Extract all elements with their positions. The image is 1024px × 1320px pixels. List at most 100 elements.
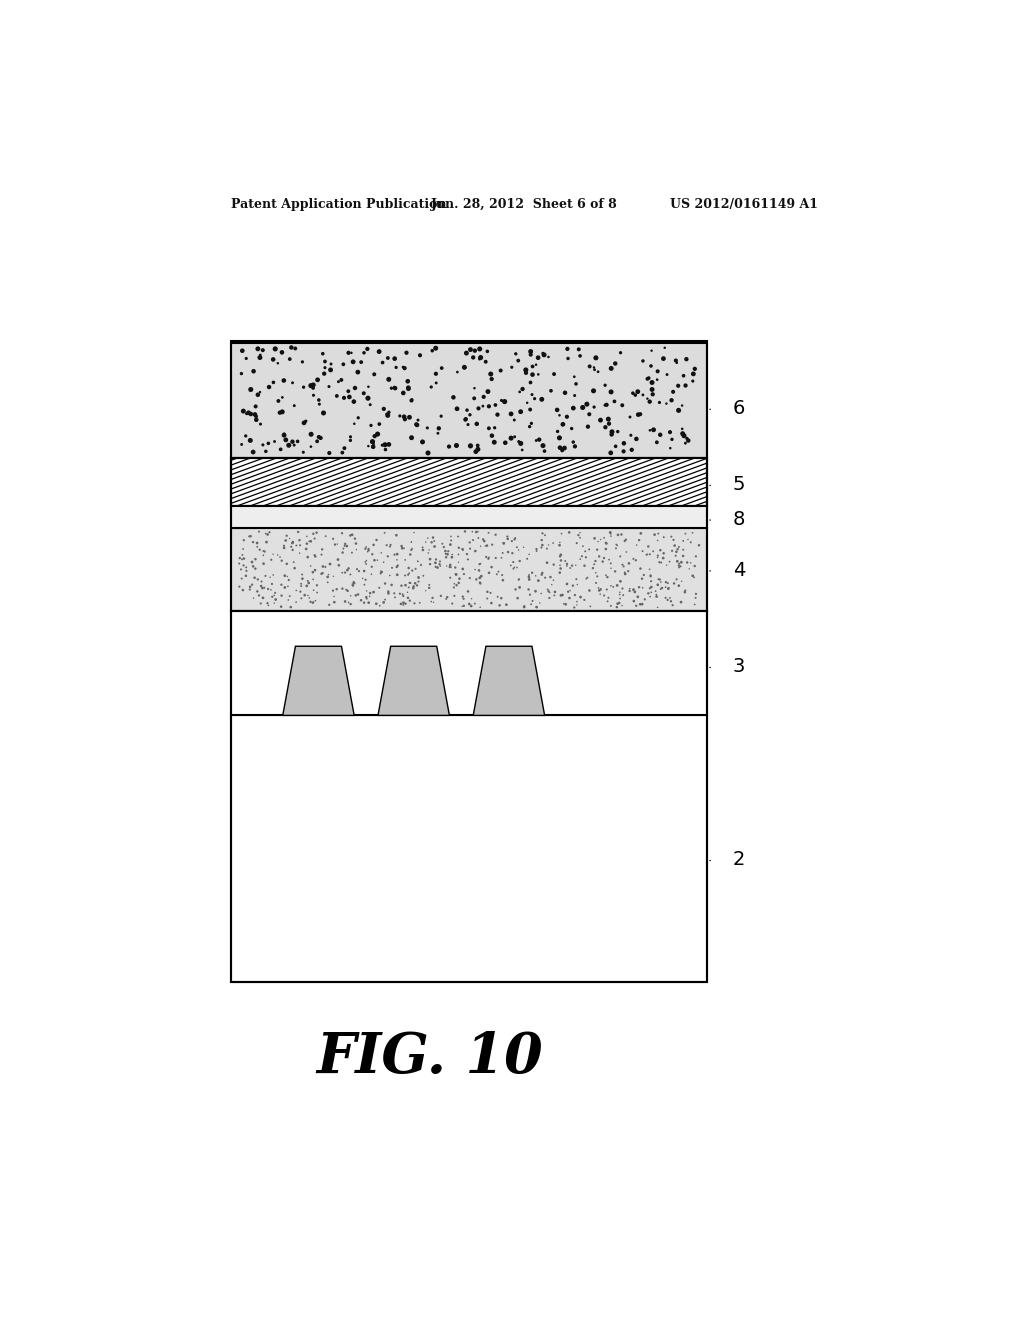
Point: [415, 537, 431, 558]
Point: [402, 573, 419, 594]
Point: [635, 384, 651, 405]
Point: [611, 593, 628, 614]
Point: [483, 557, 500, 578]
Point: [677, 523, 693, 544]
Point: [643, 577, 659, 598]
Point: [475, 529, 492, 550]
Point: [330, 549, 346, 570]
Point: [401, 407, 418, 428]
Point: [358, 589, 375, 610]
Point: [292, 535, 308, 556]
Point: [437, 540, 454, 561]
Point: [620, 561, 636, 582]
Point: [506, 529, 522, 550]
Point: [589, 566, 605, 587]
Point: [534, 389, 550, 411]
Bar: [231, 528, 708, 611]
Point: [357, 539, 374, 560]
Point: [598, 539, 614, 560]
Point: [601, 549, 617, 570]
Point: [350, 583, 367, 605]
Point: [629, 535, 645, 556]
Point: [426, 536, 442, 557]
Point: [643, 570, 659, 591]
Point: [403, 532, 420, 553]
Point: [574, 536, 591, 557]
Point: [668, 545, 684, 566]
Point: [331, 554, 347, 576]
Point: [338, 579, 354, 601]
Point: [291, 529, 307, 550]
Point: [309, 574, 326, 595]
Point: [389, 549, 406, 570]
Point: [288, 591, 304, 612]
Point: [250, 569, 266, 590]
Point: [561, 587, 578, 609]
Point: [361, 582, 378, 603]
Point: [551, 535, 567, 556]
Point: [349, 362, 366, 383]
Point: [273, 597, 290, 618]
Point: [611, 582, 628, 603]
Point: [266, 585, 283, 606]
Point: [493, 360, 509, 381]
Point: [369, 529, 385, 550]
Point: [315, 403, 332, 424]
Point: [669, 352, 685, 374]
Point: [299, 533, 315, 554]
Point: [270, 391, 287, 412]
Point: [285, 432, 301, 453]
Point: [500, 525, 516, 546]
Point: [602, 442, 618, 463]
Point: [534, 537, 550, 558]
Point: [393, 576, 410, 597]
Point: [360, 539, 377, 560]
Point: [542, 587, 558, 609]
Point: [288, 535, 304, 556]
Polygon shape: [283, 647, 354, 715]
Point: [257, 523, 273, 544]
Point: [583, 595, 599, 616]
Point: [424, 532, 440, 553]
Point: [245, 532, 261, 553]
Point: [567, 554, 584, 576]
Point: [252, 347, 268, 368]
Point: [447, 564, 464, 585]
Point: [673, 591, 689, 612]
Point: [238, 425, 254, 446]
Point: [622, 581, 638, 602]
Point: [267, 589, 284, 610]
Point: [566, 436, 583, 457]
Point: [255, 553, 271, 574]
Point: [477, 351, 494, 372]
Point: [514, 440, 530, 461]
Point: [635, 577, 651, 598]
Point: [395, 585, 412, 606]
Point: [308, 523, 325, 544]
Point: [537, 441, 553, 462]
Point: [346, 391, 362, 412]
Point: [671, 536, 687, 557]
Point: [683, 532, 699, 553]
Point: [255, 540, 271, 561]
Point: [546, 585, 562, 606]
Point: [658, 554, 675, 576]
Point: [483, 425, 500, 446]
Point: [658, 364, 675, 385]
Point: [388, 356, 404, 378]
Point: [581, 404, 597, 425]
Point: [521, 544, 538, 565]
Point: [514, 379, 530, 400]
Point: [464, 589, 480, 610]
Point: [658, 393, 675, 414]
Point: [522, 345, 539, 366]
Point: [236, 554, 252, 576]
Point: [424, 341, 440, 362]
Point: [606, 391, 623, 412]
Point: [662, 587, 678, 609]
Point: [264, 586, 281, 607]
Point: [428, 549, 444, 570]
Point: [649, 545, 666, 566]
Point: [612, 587, 629, 609]
Point: [358, 586, 375, 607]
